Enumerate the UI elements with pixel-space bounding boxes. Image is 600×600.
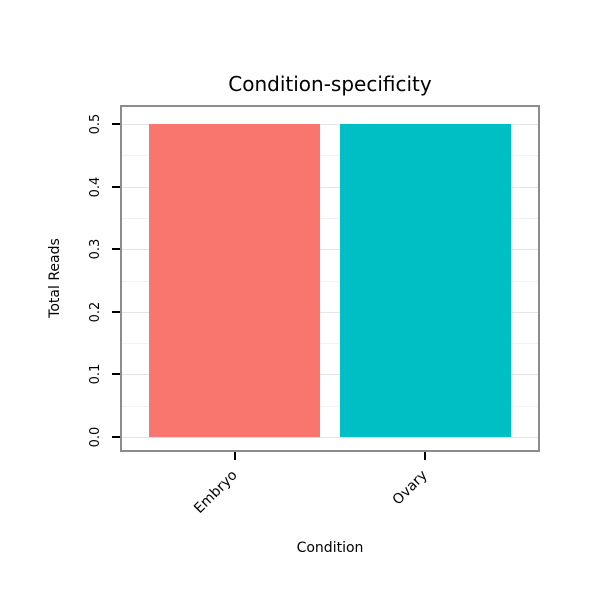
x-category-label: Embryo (190, 467, 241, 517)
gridline-minor (120, 343, 540, 345)
gridline-minor (120, 280, 540, 282)
y-tick-label: 0.0 (88, 426, 103, 448)
plot-panel (120, 105, 540, 452)
y-tick-mark (112, 310, 120, 313)
gridline-minor (120, 217, 540, 219)
y-tick-label: 0.2 (88, 301, 103, 323)
bar-ovary (339, 124, 512, 437)
y-tick-mark (112, 248, 120, 251)
y-tick-label: 0.1 (88, 364, 103, 385)
gridline-major (120, 124, 540, 125)
chart-title: Condition-specificity (228, 72, 432, 96)
y-tick-mark (112, 185, 120, 188)
x-category-label: Ovary (390, 467, 432, 509)
bar-embryo (148, 124, 321, 437)
y-tick-mark (112, 123, 120, 125)
gridline-major (120, 374, 540, 376)
x-axis-title: Condition (296, 540, 364, 556)
y-tick-label: 0.3 (88, 238, 103, 260)
x-tick-mark (424, 452, 427, 460)
y-tick-label: 0.5 (88, 113, 103, 135)
x-tick-mark (233, 452, 236, 460)
gridline-major (120, 186, 540, 188)
y-tick-label: 0.4 (88, 176, 103, 197)
y-axis-title: Total Reads (47, 238, 63, 318)
gridline-major (120, 249, 540, 251)
gridline-major (120, 311, 540, 313)
gridline-major (120, 437, 540, 438)
gridline-minor (120, 405, 540, 407)
y-tick-mark (112, 373, 120, 376)
gridline-minor (120, 155, 540, 157)
y-tick-mark (112, 436, 120, 438)
